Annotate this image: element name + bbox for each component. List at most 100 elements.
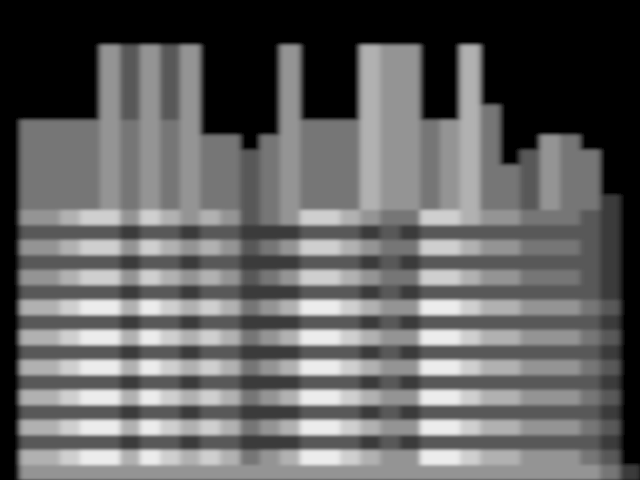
cell [540,420,561,436]
cell [260,120,281,136]
cell [100,420,121,436]
cell [620,195,640,211]
cell [100,240,121,256]
cell [500,135,521,151]
cell [160,300,181,316]
cell [420,150,441,166]
cell [240,105,261,121]
cell [360,255,381,271]
cell [220,420,241,436]
cell [480,90,501,106]
cell [460,75,481,91]
cell [420,90,441,106]
cell [480,135,501,151]
cell [0,360,21,376]
cell [220,345,241,361]
cell [440,420,461,436]
cell [520,435,541,451]
cell [340,240,361,256]
cell [100,225,121,241]
cell [420,360,441,376]
cell [180,465,201,480]
cell [80,105,101,121]
cell [120,345,141,361]
cell [420,390,441,406]
cell [620,165,640,181]
cell [140,375,161,391]
cell [140,120,161,136]
cell [180,360,201,376]
cell [160,465,181,480]
cell [160,360,181,376]
cell [240,330,261,346]
cell [280,225,301,241]
cell [560,75,581,91]
cell [120,30,141,46]
cell [120,0,141,16]
cell [580,60,601,76]
cell [180,105,201,121]
cell [440,450,461,466]
cell [300,390,321,406]
cell [180,375,201,391]
cell [200,15,221,31]
cell [360,0,381,16]
cell [300,90,321,106]
cell [100,315,121,331]
cell [120,210,141,226]
cell [320,300,341,316]
cell [360,45,381,61]
cell [220,60,241,76]
cell [0,405,21,421]
cell [40,405,61,421]
cell [260,390,281,406]
cell [480,210,501,226]
cell [120,255,141,271]
cell [460,210,481,226]
cell [320,240,341,256]
cell [280,270,301,286]
cell [160,195,181,211]
cell [280,285,301,301]
cell [580,105,601,121]
cell [560,30,581,46]
cell [360,285,381,301]
cell [440,195,461,211]
cell [60,255,81,271]
cell [260,465,281,480]
cell [480,315,501,331]
cell [400,15,421,31]
cell [480,435,501,451]
cell [440,390,461,406]
cell [80,150,101,166]
cell [560,405,581,421]
cell [620,405,640,421]
cell [320,345,341,361]
cell [160,75,181,91]
cell [180,210,201,226]
cell [300,330,321,346]
cell [380,270,401,286]
cell [480,45,501,61]
cell [600,180,621,196]
cell [120,270,141,286]
cell [20,450,41,466]
cell [320,180,341,196]
cell [120,15,141,31]
cell [620,390,640,406]
cell [440,210,461,226]
cell [140,390,161,406]
cell [140,285,161,301]
cell [480,150,501,166]
cell [520,465,541,480]
cell [560,300,581,316]
cell [540,240,561,256]
cell [280,60,301,76]
cell [60,15,81,31]
cell [440,315,461,331]
cell [540,360,561,376]
cell [440,150,461,166]
cell [600,90,621,106]
cell [280,45,301,61]
cell [560,240,581,256]
